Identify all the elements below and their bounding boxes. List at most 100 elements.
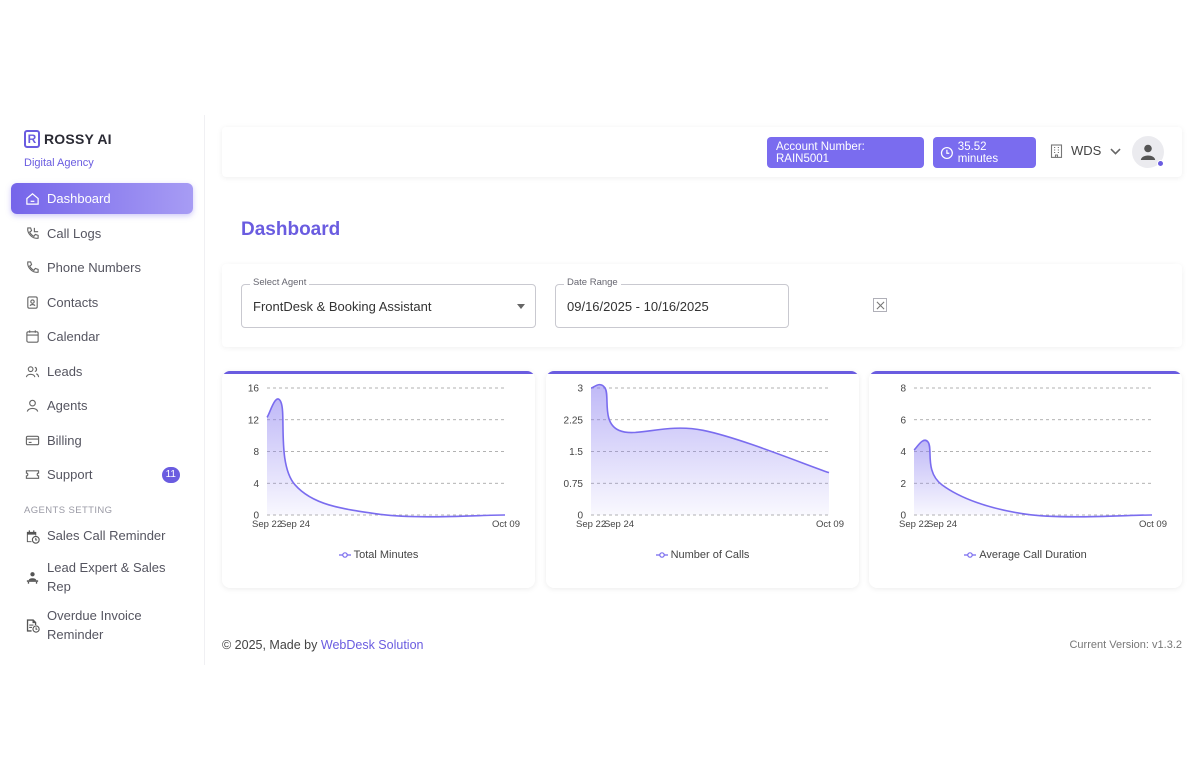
- chevron-down-icon: [1110, 147, 1121, 155]
- calendar-icon: [24, 329, 40, 345]
- caret-down-icon: [517, 304, 525, 309]
- series-line[interactable]: [266, 398, 506, 518]
- sidebar-item-label: Contacts: [47, 294, 99, 310]
- chart-legend[interactable]: Total Minutes: [222, 549, 535, 561]
- online-status-dot: [1157, 160, 1164, 167]
- sidebar-item-label: Dashboard: [47, 191, 111, 206]
- sidebar-item-overdue-invoice[interactable]: Overdue Invoice Reminder: [11, 604, 193, 647]
- sidebar-item-calendar[interactable]: Calendar: [11, 321, 193, 352]
- close-icon: [876, 301, 884, 309]
- sidebar: R ROSSY AI Digital Agency Dashboard Call…: [0, 115, 205, 665]
- y-tick-label: 8: [900, 384, 906, 395]
- brand-name: ROSSY AI: [44, 131, 112, 147]
- sidebar-item-dashboard[interactable]: Dashboard: [11, 183, 193, 214]
- calendar-clock-icon: [24, 528, 40, 544]
- account-number-button[interactable]: Account Number: RAIN5001: [767, 137, 924, 168]
- minutes-balance-label: 35.52 minutes: [957, 140, 999, 165]
- legend-label: Total Minutes: [353, 549, 419, 561]
- logo-icon: R: [24, 130, 40, 148]
- chart-card-number-of-calls: 0 0.75 1.5 2.25 3 Sep 22 Sep 24 Oct 09 Number o…: [546, 371, 859, 588]
- sidebar-item-label: Billing: [47, 432, 82, 448]
- sidebar-item-sales-call-reminder[interactable]: Sales Call Reminder: [11, 521, 193, 551]
- sidebar-item-billing[interactable]: Billing: [11, 425, 193, 456]
- x-tick-label: Sep 24: [604, 519, 634, 530]
- sidebar-item-label: Phone Numbers: [47, 260, 141, 275]
- sidebar-item-label: Overdue Invoice Reminder: [47, 608, 142, 642]
- y-tick-label: 4: [253, 479, 259, 490]
- legend-label: Number of Calls: [670, 549, 750, 561]
- x-tick-label: Sep 22: [899, 519, 929, 530]
- series-area: [267, 398, 505, 517]
- phone-icon: [24, 260, 40, 276]
- y-tick-label: 16: [248, 384, 260, 395]
- clear-filters-button[interactable]: [873, 298, 887, 312]
- x-tick-label: Sep 24: [927, 519, 957, 530]
- support-count-badge: 11: [161, 467, 180, 483]
- organization-switcher[interactable]: WDS: [1050, 143, 1130, 158]
- card-accent-bar: [546, 371, 859, 374]
- series-line[interactable]: [590, 383, 830, 474]
- y-tick-label: 3: [577, 384, 583, 395]
- card-icon: [24, 432, 40, 448]
- y-tick-label: 6: [900, 415, 906, 426]
- y-tick-label: 4: [900, 447, 906, 458]
- user-avatar-icon: [1140, 144, 1156, 160]
- date-range-label: Date Range: [564, 277, 621, 288]
- sidebar-item-label: Calendar: [47, 329, 100, 344]
- ticket-icon: [24, 467, 40, 483]
- x-tick-label: Sep 22: [576, 519, 606, 530]
- series-line[interactable]: [913, 439, 1153, 518]
- brand-logo[interactable]: R ROSSY AI: [24, 130, 112, 148]
- sidebar-item-phone-numbers[interactable]: Phone Numbers: [11, 252, 193, 283]
- chart-legend[interactable]: Number of Calls: [546, 549, 859, 561]
- chart-legend[interactable]: Average Call Duration: [869, 549, 1182, 561]
- sidebar-item-label: Lead Expert & Sales Rep: [47, 560, 166, 594]
- filter-card: Select Agent FrontDesk & Booking Assista…: [222, 264, 1182, 347]
- y-tick-label: 1.5: [569, 447, 583, 458]
- user-avatar[interactable]: [1132, 136, 1164, 168]
- sidebar-item-call-logs[interactable]: Call Logs: [11, 218, 193, 249]
- version-label: Current Version: v1.3.2: [1069, 639, 1182, 651]
- footer-copyright: © 2025, Made by WebDesk Solution: [222, 638, 423, 652]
- main-nav: Dashboard Call Logs Phone Numbers Contac…: [11, 183, 193, 494]
- phone-log-icon: [24, 225, 40, 241]
- x-tick-label: Oct 09: [1139, 519, 1167, 530]
- x-tick-label: Oct 09: [492, 519, 520, 530]
- series-area: [591, 384, 829, 515]
- brand-subtitle: Digital Agency: [24, 157, 94, 169]
- sidebar-item-agents[interactable]: Agents: [11, 390, 193, 421]
- sidebar-item-label: Support: [47, 467, 93, 482]
- y-tick-label: 8: [253, 447, 259, 458]
- legend-line-marker-icon: [338, 552, 351, 558]
- minutes-balance-button[interactable]: 35.52 minutes: [933, 137, 1036, 168]
- sidebar-item-label: Leads: [47, 363, 83, 379]
- sidebar-item-contacts[interactable]: Contacts: [11, 287, 193, 318]
- sidebar-item-lead-expert[interactable]: Lead Expert & Sales Rep: [11, 556, 193, 599]
- home-icon: [24, 191, 40, 207]
- y-tick-label: 2: [900, 479, 906, 490]
- y-tick-label: 0: [577, 511, 583, 522]
- y-tick-label: 0: [900, 511, 906, 522]
- legend-line-marker-icon: [964, 552, 977, 558]
- company-link[interactable]: WebDesk Solution: [320, 638, 424, 652]
- organization-name: WDS: [1071, 143, 1102, 158]
- legend-label: Average Call Duration: [979, 549, 1087, 561]
- users-icon: [24, 363, 40, 379]
- page-title: Dashboard: [241, 219, 341, 240]
- invoice-clock-icon: [24, 618, 40, 634]
- legend-line-marker-icon: [655, 552, 668, 558]
- y-tick-label: 0.75: [564, 479, 584, 490]
- sidebar-item-leads[interactable]: Leads: [11, 356, 193, 387]
- card-accent-bar: [222, 371, 535, 374]
- y-tick-label: 0: [253, 511, 259, 522]
- y-tick-label: 12: [248, 415, 260, 426]
- sidebar-item-support[interactable]: Support 11: [11, 459, 193, 490]
- agent-select[interactable]: Select Agent FrontDesk & Booking Assista…: [241, 277, 536, 328]
- series-area: [914, 440, 1152, 517]
- date-range-field[interactable]: Date Range 09/16/2025 - 10/16/2025: [555, 277, 789, 328]
- date-range-value: 09/16/2025 - 10/16/2025: [567, 299, 709, 314]
- card-accent-bar: [869, 371, 1182, 374]
